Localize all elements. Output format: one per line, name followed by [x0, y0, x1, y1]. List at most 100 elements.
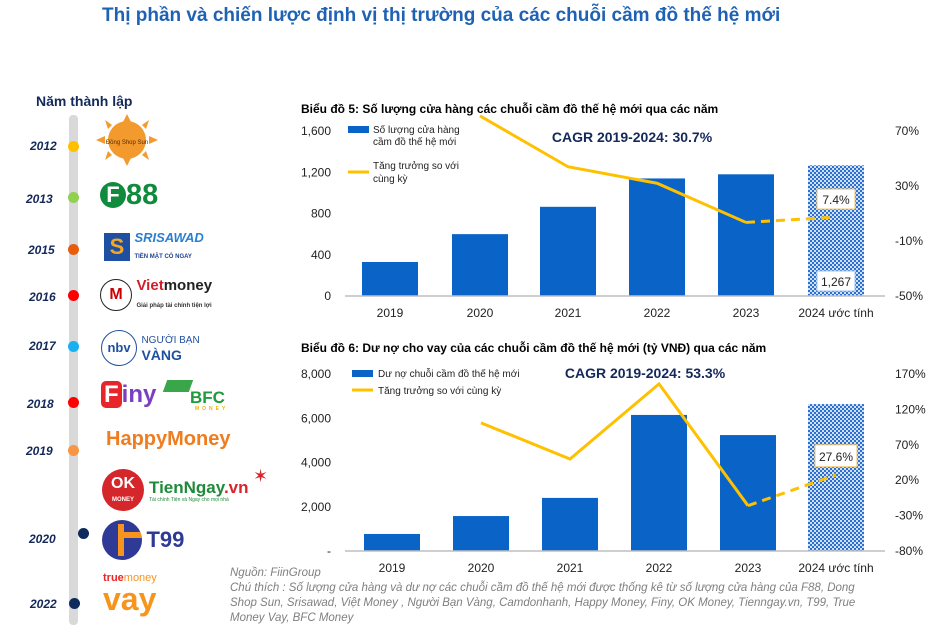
- y-tick-label: 1,600: [301, 124, 331, 138]
- bfc-money-logo: BFC MONEY: [162, 380, 228, 412]
- x-tick-label: 2024 ước tính: [798, 561, 873, 575]
- ok-money-logo: OK MONEY: [102, 469, 144, 511]
- y2-tick-label: -80%: [895, 544, 923, 558]
- timeline-dot: [68, 192, 79, 203]
- timeline-heading: Năm thành lập: [36, 93, 133, 109]
- bar: [364, 533, 420, 551]
- nguoi-ban-vang-logo: nbv NGƯỜI BẠN VÀNG: [101, 330, 200, 366]
- cagr-annotation: CAGR 2019-2024: 30.7%: [552, 129, 713, 145]
- x-tick-label: 2023: [733, 306, 760, 320]
- y-tick-label: -: [327, 544, 331, 558]
- timeline-year: 2022: [30, 597, 57, 611]
- timeline-dot: [69, 598, 80, 609]
- y2-tick-label: -30%: [895, 509, 923, 523]
- timeline-year: 2019: [26, 444, 53, 458]
- y2-tick-label: 70%: [895, 438, 919, 452]
- true-money-vay-logo: truemoney vay: [103, 572, 157, 617]
- y2-tick-label: 30%: [895, 179, 919, 193]
- bar: [718, 174, 774, 296]
- tienngay-logo: TienNgay.vn Tài chính Tiện và Ngay cho m…: [149, 478, 249, 504]
- y-tick-label: 400: [311, 248, 331, 262]
- footnote: Chú thích : Số lượng cửa hàng và dư nợ c…: [230, 582, 856, 624]
- timeline-rail: [69, 115, 78, 625]
- timeline-dot: [68, 397, 79, 408]
- x-tick-label: 2020: [467, 306, 494, 320]
- y-tick-label: 6,000: [301, 411, 331, 425]
- bar: [720, 435, 776, 551]
- chart-loan-balance: Biểu đồ 6: Dư nợ cho vay của các chuỗi c…: [301, 340, 926, 575]
- y2-tick-label: -10%: [895, 234, 923, 248]
- vietmoney-logo: M Vietmoney Giải pháp tài chính tiện lợi: [100, 277, 212, 312]
- legend-swatch-bar: [348, 126, 369, 133]
- x-tick-label: 2024 ước tính: [798, 306, 873, 320]
- bar: [808, 404, 864, 551]
- x-tick-label: 2020: [468, 561, 495, 575]
- growth-data-label: 7.4%: [822, 193, 850, 207]
- bar: [453, 516, 509, 551]
- bar: [542, 497, 598, 551]
- y2-tick-label: 20%: [895, 473, 919, 487]
- y-tick-label: 800: [311, 207, 331, 221]
- bar: [452, 234, 508, 296]
- y2-tick-label: 70%: [895, 124, 919, 138]
- bar-data-label: 1,267: [821, 275, 851, 289]
- growth-label-box: [814, 444, 858, 468]
- x-tick-label: 2019: [377, 306, 404, 320]
- x-tick-label: 2022: [646, 561, 673, 575]
- chart-title: Biểu đồ 6: Dư nợ cho vay của các chuỗi c…: [301, 340, 766, 355]
- timeline-year: 2015: [28, 243, 55, 257]
- legend-label: Tăng trưởng so với cùng kỳ: [378, 385, 501, 397]
- y2-tick-label: -50%: [895, 289, 923, 303]
- bar: [540, 206, 596, 296]
- growth-line-forecast: [747, 473, 837, 508]
- timeline-dot: [68, 445, 79, 456]
- legend-label: cầm đồ thế hệ mới: [373, 136, 456, 148]
- timeline-dot: [78, 528, 89, 539]
- y2-tick-label: 120%: [895, 402, 926, 416]
- timeline-year: 2020: [29, 532, 56, 546]
- bar-label-box: [816, 270, 856, 292]
- growth-data-label: 27.6%: [819, 450, 853, 464]
- legend-swatch-bar: [352, 370, 373, 377]
- cagr-annotation: CAGR 2019-2024: 53.3%: [565, 365, 726, 381]
- y-tick-label: 1,200: [301, 165, 331, 179]
- legend-label: Dư nợ chuỗi cầm đồ thế hệ mới: [378, 367, 520, 380]
- y2-tick-label: 170%: [895, 367, 926, 381]
- timeline-year: 2018: [27, 397, 54, 411]
- growth-line-forecast: [745, 215, 837, 224]
- timeline-year: 2017: [29, 339, 56, 353]
- dong-shop-sun-logo: Đồng Shop Sun: [96, 114, 158, 171]
- t99-logo: T99: [102, 520, 184, 560]
- chart-notes: Nguồn: FiinGroup Chú thích : Số lượng cử…: [230, 566, 870, 626]
- timeline-year: 2013: [26, 192, 53, 206]
- star-emblem-icon: ✶: [253, 466, 269, 486]
- chart-store-count: Biểu đồ 5: Số lượng cửa hàng các chuỗi c…: [301, 101, 923, 320]
- page-title: Thị phần và chiến lược định vị thị trườn…: [102, 5, 781, 26]
- chart-title: Biểu đồ 5: Số lượng cửa hàng các chuỗi c…: [301, 101, 718, 116]
- bar: [362, 261, 418, 296]
- srisawad-logo: S SRISAWAD TIỀN MẶT CÓ NGAY: [104, 230, 204, 263]
- timeline-dot: [68, 290, 79, 301]
- f88-logo: F 88: [100, 178, 158, 212]
- legend-label: cùng kỳ: [373, 174, 407, 185]
- y-tick-label: 8,000: [301, 367, 331, 381]
- legend-label: Số lượng cửa hàng: [373, 124, 460, 136]
- svg-text:Đồng Shop Sun: Đồng Shop Sun: [106, 140, 148, 146]
- y-tick-label: 2,000: [301, 500, 331, 514]
- bar: [631, 414, 687, 551]
- timeline-year: 2016: [29, 290, 56, 304]
- x-tick-label: 2019: [379, 561, 406, 575]
- x-tick-label: 2021: [555, 306, 582, 320]
- x-tick-label: 2022: [644, 306, 671, 320]
- growth-label-box: [816, 188, 856, 210]
- legend-label: Tăng trưởng so với: [373, 160, 459, 172]
- timeline-year: 2012: [30, 139, 57, 153]
- source-note: Nguồn: FiinGroup: [230, 567, 321, 579]
- y-tick-label: 4,000: [301, 456, 331, 470]
- timeline-dot: [68, 141, 79, 152]
- timeline-dot: [68, 341, 79, 352]
- growth-line: [479, 114, 747, 224]
- growth-line: [480, 381, 750, 507]
